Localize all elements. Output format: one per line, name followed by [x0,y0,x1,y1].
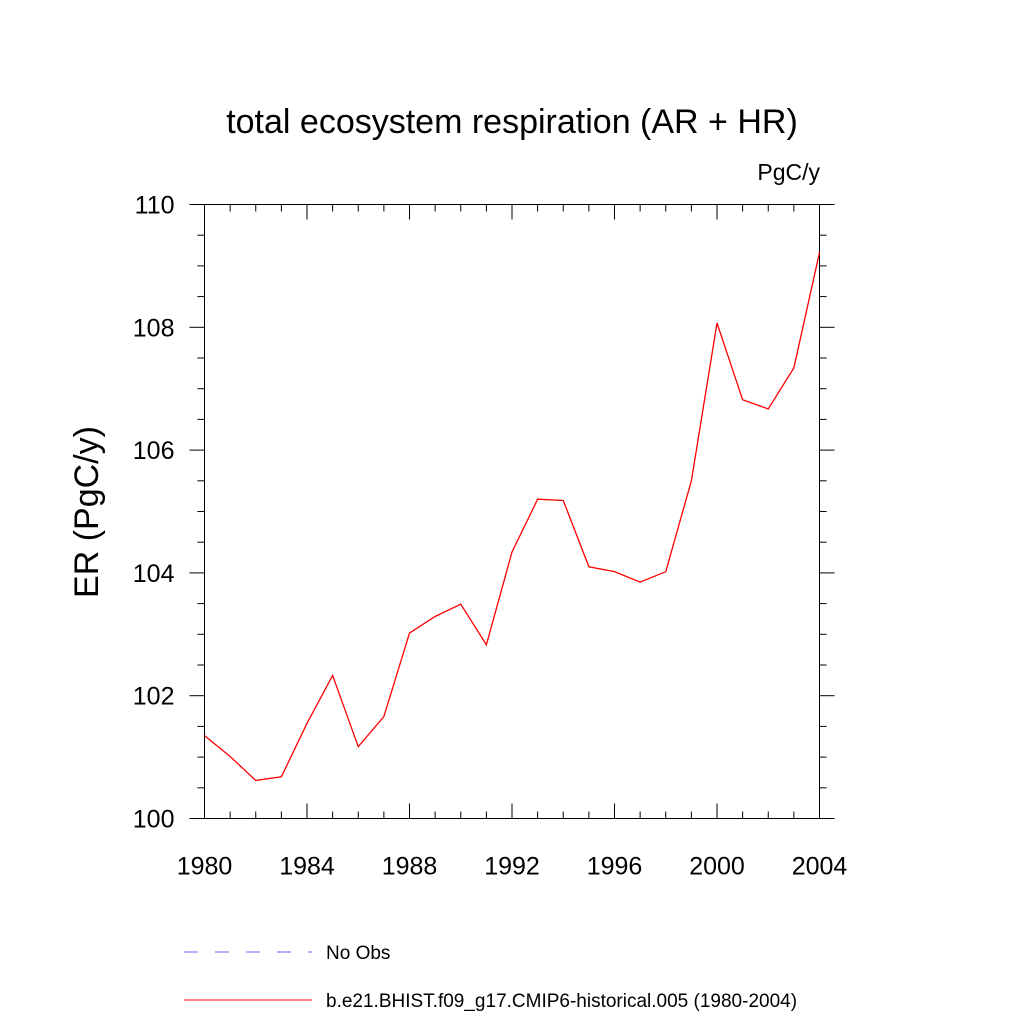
data-point [767,407,770,410]
y-tick-label: 106 [133,437,175,465]
x-tick-label: 1996 [587,853,643,881]
series-layer [203,251,821,782]
series-line [204,252,821,782]
axis-ticks [189,204,835,819]
data-point [280,775,283,778]
data-point [331,674,334,677]
data-point [306,722,309,725]
data-point [254,779,257,782]
data-point [203,734,206,737]
legend-label: No Obs [326,943,390,964]
data-point [792,366,795,369]
data-point [382,715,385,718]
y-tick-label: 110 [135,192,175,220]
y-axis-label: ER (PgC/y) [68,426,106,598]
data-point [357,745,360,748]
y-tick-label: 104 [133,560,175,588]
data-point [459,603,462,606]
data-point [511,551,514,554]
data-point [587,565,590,568]
data-point [408,632,411,635]
x-tick-label: 1980 [177,853,233,881]
data-point [741,398,744,401]
y-tick-label: 100 [133,806,175,834]
legend: No Obs b.e21.BHIST.f09_g17.CMIP6-historic… [184,943,797,1012]
y-tick-label: 102 [133,683,175,711]
data-point [690,479,693,482]
x-tick-label: 1984 [279,853,335,881]
plot-frame [204,204,820,819]
data-point [818,251,821,254]
data-point [613,570,616,573]
tick-labels: 1980 1984 1988 1992 1996 2000 2004 100 102 104 106… [133,192,848,881]
x-tick-label: 1992 [484,853,540,881]
legend-label: b.e21.BHIST.f09_g17.CMIP6-historical.005… [326,991,797,1012]
data-point [562,499,565,502]
data-point [716,322,719,325]
x-tick-label: 1988 [382,853,438,881]
data-point [536,498,539,501]
x-tick-label: 2000 [689,853,745,881]
x-tick-label: 2004 [792,853,848,881]
data-point [664,570,667,573]
data-point [639,581,642,584]
chart-title: total ecosystem respiration (AR + HR) [226,103,798,141]
units-label: PgC/y [757,159,820,185]
data-point [229,755,232,758]
y-tick-label: 108 [133,314,175,342]
data-point [434,615,437,618]
data-point [485,643,488,646]
